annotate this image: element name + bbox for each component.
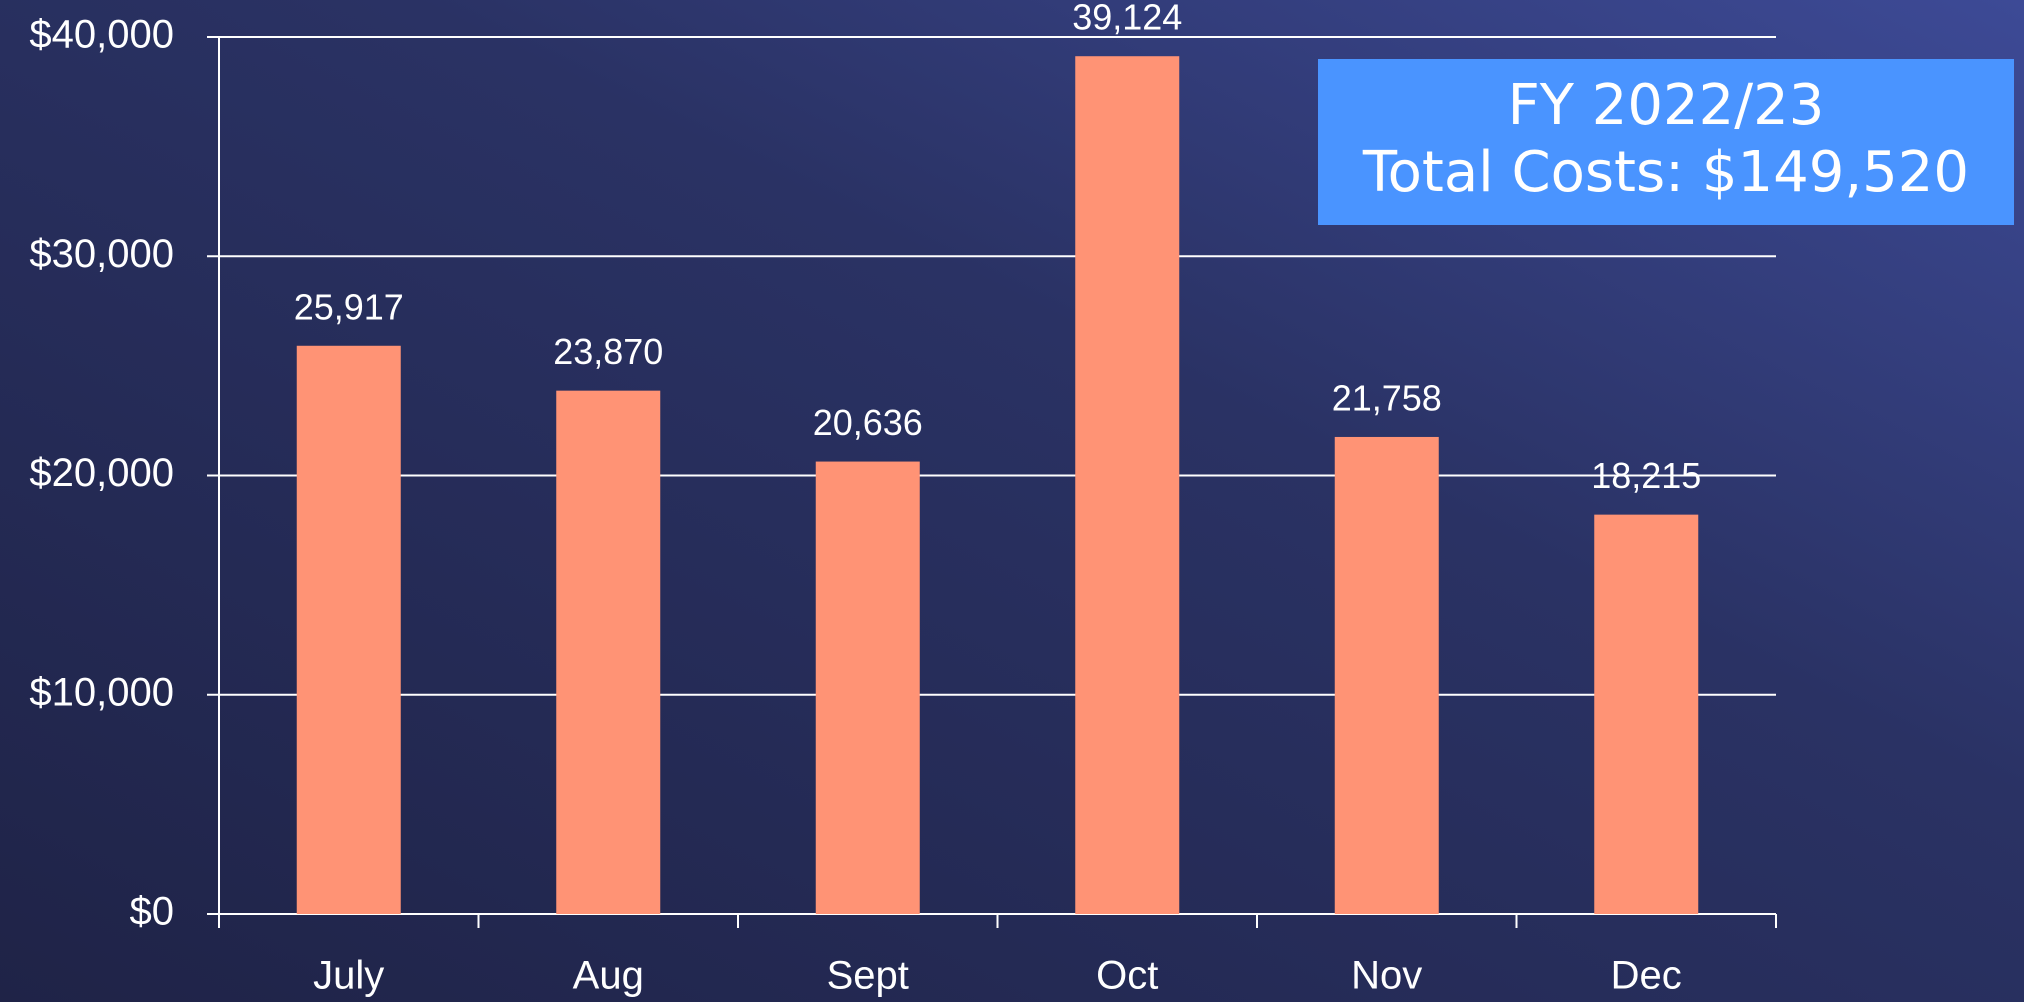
bar <box>296 345 401 914</box>
annotation-text: FY 2022/23 <box>1508 73 1825 138</box>
y-tick-label: $0 <box>130 890 175 934</box>
data-label: 25,917 <box>294 286 404 327</box>
x-tick-label: Dec <box>1611 954 1682 998</box>
data-label: 23,870 <box>553 331 663 372</box>
x-tick-label: July <box>313 954 384 998</box>
x-tick-label: Aug <box>573 954 644 998</box>
bar <box>1075 56 1180 914</box>
bar <box>1594 514 1699 914</box>
bar <box>1334 436 1439 914</box>
y-tick-label: $30,000 <box>29 232 174 276</box>
data-label: 18,215 <box>1591 455 1701 496</box>
bar <box>556 390 661 914</box>
bar <box>815 461 920 914</box>
data-label: 21,758 <box>1332 377 1442 418</box>
x-tick-label: Sept <box>827 954 909 998</box>
y-tick-label: $10,000 <box>29 670 174 714</box>
annotation-box <box>1318 59 2014 225</box>
y-tick-label: $40,000 <box>29 13 174 57</box>
data-label: 39,124 <box>1072 0 1182 38</box>
x-tick-label: Oct <box>1096 954 1158 998</box>
x-tick-label: Nov <box>1351 954 1422 998</box>
data-label: 20,636 <box>813 402 923 443</box>
annotation-text: Total Costs: $149,520 <box>1362 140 1969 205</box>
y-tick-label: $20,000 <box>29 451 174 495</box>
